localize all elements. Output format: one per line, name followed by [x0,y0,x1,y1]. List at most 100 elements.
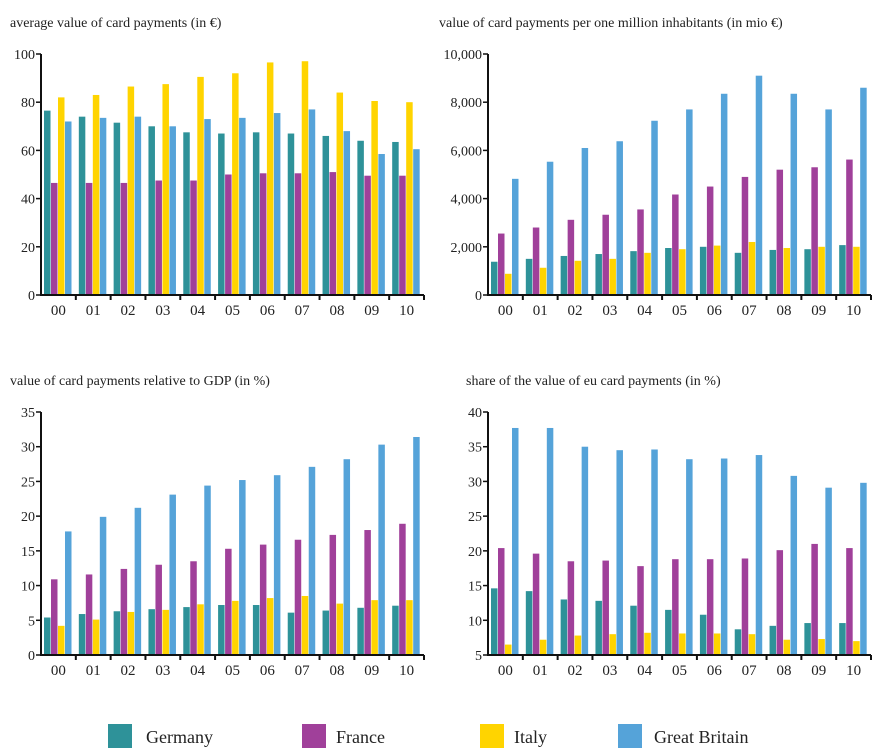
bar-italy [574,260,582,295]
chart-3-title: value of card payments relative to GDP (… [10,374,270,389]
bar-italy [783,248,791,295]
bar-great-britain [546,161,554,295]
bar-france [567,561,575,655]
bar-great-britain [825,109,832,296]
bar-italy [127,86,135,295]
bar-great-britain [512,427,519,655]
bar-germany [44,617,51,655]
bar-france [85,182,93,295]
x-tick-label: 07 [295,663,311,679]
bar-germany [595,254,602,295]
axis-line [487,412,871,656]
bar-france [672,194,679,295]
bar-great-britain [755,455,763,655]
y-tick-label: 80 [21,96,35,111]
bar-great-britain [755,75,763,295]
bar-germany [183,607,190,655]
bar-italy [162,609,169,655]
bar-germany [218,133,225,295]
chart-2-title: value of card payments per one million i… [439,16,783,31]
bar-france [776,169,784,295]
bar-italy [574,635,582,655]
bar-france [225,174,232,295]
bar-great-britain [273,475,281,655]
bar-great-britain [99,516,107,655]
bar-italy [266,62,274,296]
bar-germany [78,116,86,295]
x-tick-label: 02 [121,663,136,679]
y-tick-label: 20 [21,241,35,256]
bar-france [637,566,644,655]
bar-great-britain [686,109,693,296]
axis-line [40,54,424,296]
bar-italy [609,634,616,655]
bar-italy [644,632,651,655]
bar-great-britain [720,93,728,295]
bar-france [672,559,679,655]
bar-germany [322,610,330,655]
bar-france [532,553,540,655]
legend-label: Germany [146,727,213,747]
bar-great-britain [204,485,211,655]
bar-france [498,548,505,655]
x-tick-label: 08 [329,663,344,679]
bar-italy [197,604,204,655]
bar-france [706,186,714,295]
x-tick-label: 06 [707,663,723,679]
bar-germany [322,135,330,295]
bar-germany [357,140,364,295]
bar-germany [734,629,742,655]
bar-great-britain [273,113,281,295]
chart-4-title: share of the value of eu card payments (… [466,374,721,389]
y-tick-label: 10,000 [444,48,483,63]
bar-great-britain [134,116,142,295]
y-tick-label: 0 [475,289,482,304]
bar-great-britain [169,494,176,655]
bar-great-britain [308,109,316,296]
y-tick-label: 6,000 [451,144,483,159]
bar-great-britain [65,121,72,295]
x-tick-label: 08 [776,303,791,319]
bar-france [399,175,406,295]
bar-france [364,175,371,295]
bar-germany [113,611,121,655]
x-tick-label: 07 [742,663,758,679]
x-tick-label: 05 [225,303,240,319]
bar-italy [644,252,651,295]
x-tick-label: 09 [364,303,379,319]
bar-great-britain [651,120,658,295]
bar-italy [92,94,100,295]
bar-italy [58,625,65,655]
x-tick-label: 02 [121,303,136,319]
y-tick-label: 35 [468,441,482,456]
y-tick-label: 40 [21,193,35,208]
bar-germany [734,252,742,295]
bar-france [364,530,371,655]
bar-great-britain [651,449,658,655]
y-tick-label: 5 [475,649,482,664]
bar-germany [804,623,811,655]
bar-great-britain [239,480,246,655]
bar-great-britain [825,487,832,655]
x-tick-label: 02 [568,303,583,319]
bar-france [329,172,337,295]
bar-great-britain [99,117,107,296]
bar-france [120,182,128,295]
bar-great-britain [343,459,351,655]
x-tick-label: 10 [846,303,861,319]
bar-france [498,233,505,295]
bar-germany [630,251,637,295]
bar-germany [630,605,637,655]
bar-italy [505,273,512,295]
bar-france [259,544,267,655]
bar-germany [665,609,672,655]
bar-france [155,564,162,655]
bar-france [532,227,540,295]
y-tick-label: 15 [21,545,35,560]
x-tick-label: 01 [86,303,101,319]
bar-france [846,159,853,295]
x-tick-label: 04 [637,663,653,679]
x-tick-label: 01 [86,663,101,679]
bar-italy [818,639,825,655]
legend: Germany France Italy Great Britain [108,724,748,748]
